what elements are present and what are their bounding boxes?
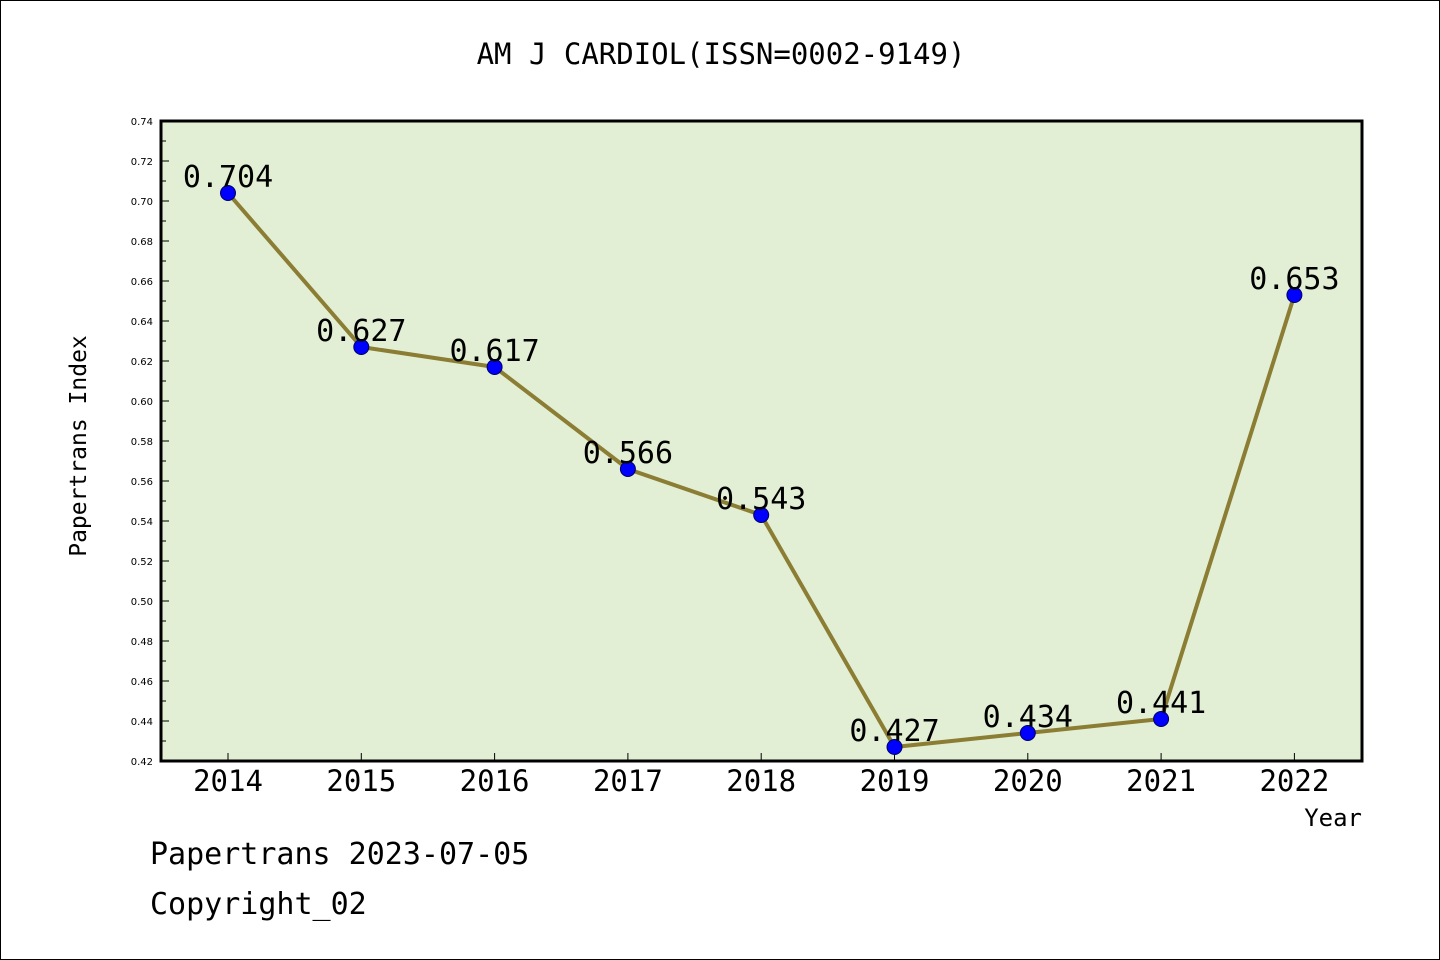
data-point [753,507,770,523]
x-tick-label: 2020 [993,764,1063,798]
y-tick-label: 0.42 [131,757,153,768]
data-label: 0.653 [1249,262,1339,297]
y-tick-label: 0.72 [131,157,153,168]
data-point [1286,287,1303,303]
y-tick-label: 0.70 [131,197,153,208]
data-point [886,739,903,755]
y-tick-label: 0.48 [131,637,153,648]
data-label: 0.627 [316,314,406,349]
x-tick-label: 2018 [726,764,796,798]
y-tick-label: 0.68 [131,237,153,248]
data-point [486,359,503,375]
data-label: 0.617 [449,334,539,369]
y-tick-label: 0.54 [131,517,153,528]
y-tick-label: 0.52 [131,557,153,568]
data-point [353,339,370,355]
y-tick-label: 0.62 [131,357,153,368]
x-tick-label: 2014 [193,764,263,798]
chart-title: AM J CARDIOL(ISSN=0002-9149) [476,37,966,71]
data-label: 0.427 [849,714,939,749]
data-point [1019,725,1036,741]
y-tick-label: 0.44 [131,717,153,728]
y-tick-label: 0.50 [131,597,153,608]
y-tick-label: 0.64 [131,317,153,328]
y-axis-label: Papertrans Index [66,335,92,557]
x-tick-label: 2021 [1126,764,1196,798]
x-axis-label: Year [1304,804,1362,832]
x-tick-label: 2017 [593,764,663,798]
y-tick-label: 0.56 [131,477,153,488]
y-tick-label: 0.46 [131,677,153,688]
data-label: 0.704 [183,160,273,195]
plot-frame [159,119,1364,763]
data-label: 0.434 [983,700,1073,735]
plot-area [161,121,1362,761]
data-label: 0.566 [583,436,673,471]
x-tick-label: 2015 [326,764,396,798]
data-label: 0.543 [716,482,806,517]
footer-date: Papertrans 2023-07-05 [150,837,530,872]
y-tick-label: 0.60 [131,397,153,408]
x-tick-label: 2019 [860,764,930,798]
y-tick-label: 0.74 [131,117,153,128]
footer-copyright: Copyright_02 [150,887,367,922]
y-tick-label: 0.58 [131,437,153,448]
data-point [619,461,636,477]
y-tick-label: 0.66 [131,277,153,288]
x-tick-label: 2022 [1259,764,1329,798]
data-point [1153,711,1170,727]
x-tick-label: 2016 [460,764,530,798]
data-point [220,185,236,201]
data-label: 0.441 [1116,686,1206,721]
